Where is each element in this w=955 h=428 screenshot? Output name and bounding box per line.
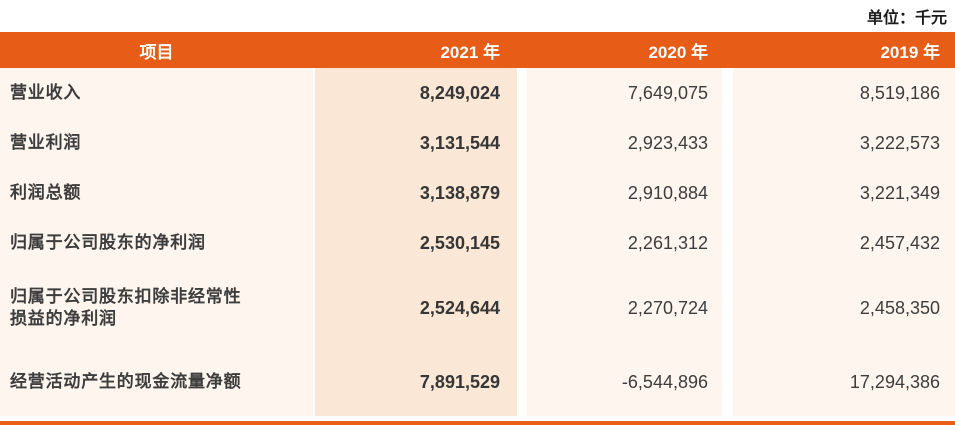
table-row: 归属于公司股东扣除非经常性损益的净利润 2,524,644 2,270,724 … — [0, 268, 955, 348]
value-2019: 3,221,349 — [722, 168, 955, 218]
row-label: 归属于公司股东的净利润 — [0, 218, 313, 268]
value-2020: 2,270,724 — [517, 268, 722, 348]
value-2021: 7,891,529 — [313, 348, 517, 416]
row-label: 利润总额 — [0, 168, 313, 218]
column-header-2021: 2021 年 — [440, 42, 500, 62]
bottom-accent-rule — [0, 421, 955, 425]
column-header-2020: 2020 年 — [648, 42, 708, 62]
value-2020: 2,261,312 — [517, 218, 722, 268]
value-2019: 3,222,573 — [722, 118, 955, 168]
row-label: 营业利润 — [0, 118, 313, 168]
table-body: 营业收入 8,249,024 7,649,075 8,519,186 营业利润 … — [0, 68, 955, 416]
value-2019: 17,294,386 — [722, 348, 955, 416]
row-label: 营业收入 — [0, 68, 313, 118]
value-2021: 2,524,644 — [313, 268, 517, 348]
value-2020: 2,923,433 — [517, 118, 722, 168]
table-row: 归属于公司股东的净利润 2,530,145 2,261,312 2,457,43… — [0, 218, 955, 268]
value-2019: 2,457,432 — [722, 218, 955, 268]
column-header-item: 项目 — [139, 42, 174, 62]
table-row: 营业收入 8,249,024 7,649,075 8,519,186 — [0, 68, 955, 118]
value-2020: 7,649,075 — [517, 68, 722, 118]
value-2020: 2,910,884 — [517, 168, 722, 218]
unit-label: 单位：千元 — [866, 10, 947, 27]
value-2021: 3,138,879 — [313, 168, 517, 218]
table-header-row: 项目 2021 年 2020 年 2019 年 — [0, 32, 955, 68]
table-row: 营业利润 3,131,544 2,923,433 3,222,573 — [0, 118, 955, 168]
value-2021: 3,131,544 — [313, 118, 517, 168]
value-2021: 8,249,024 — [313, 68, 517, 118]
table-row: 经营活动产生的现金流量净额 7,891,529 -6,544,896 17,29… — [0, 348, 955, 416]
value-2019: 2,458,350 — [722, 268, 955, 348]
row-label: 归属于公司股东扣除非经常性损益的净利润 — [0, 268, 313, 348]
column-header-2019: 2019 年 — [880, 42, 940, 62]
row-label: 经营活动产生的现金流量净额 — [0, 348, 313, 416]
table-row: 利润总额 3,138,879 2,910,884 3,221,349 — [0, 168, 955, 218]
value-2020: -6,544,896 — [517, 348, 722, 416]
value-2021: 2,530,145 — [313, 218, 517, 268]
value-2019: 8,519,186 — [722, 68, 955, 118]
